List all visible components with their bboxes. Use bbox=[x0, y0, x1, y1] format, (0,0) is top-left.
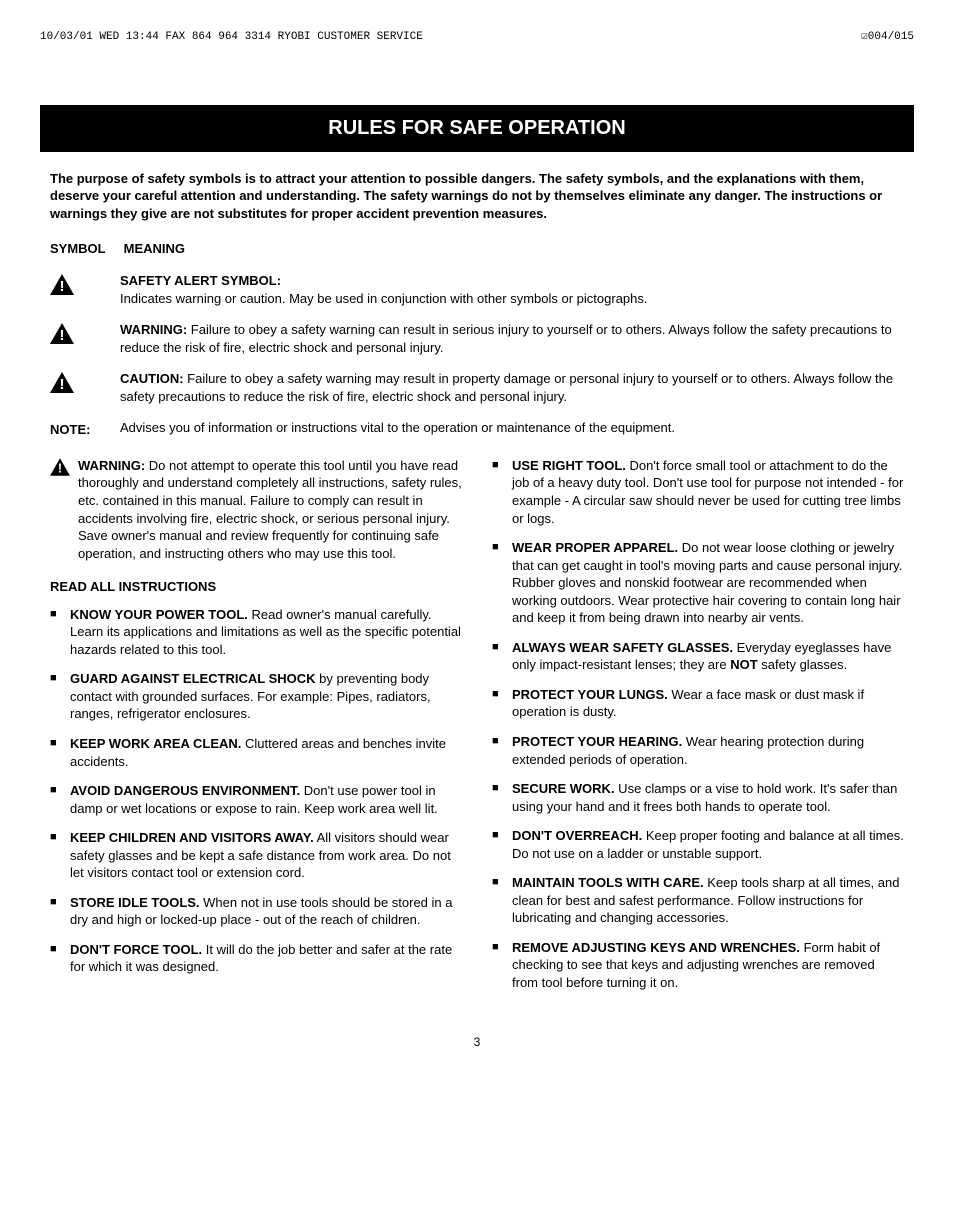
list-item: PROTECT YOUR LUNGS. Wear a face mask or … bbox=[492, 686, 904, 721]
item-title: KEEP WORK AREA CLEAN. bbox=[70, 736, 241, 751]
list-item: DON'T OVERREACH. Keep proper footing and… bbox=[492, 827, 904, 862]
item-title: MAINTAIN TOOLS WITH CARE. bbox=[512, 875, 704, 890]
list-item: MAINTAIN TOOLS WITH CARE. Keep tools sha… bbox=[492, 874, 904, 927]
note-label: NOTE: bbox=[50, 422, 90, 437]
page-number: 3 bbox=[50, 1034, 904, 1050]
list-item: GUARD AGAINST ELECTRICAL SHOCK by preven… bbox=[50, 670, 462, 723]
item-title: GUARD AGAINST ELECTRICAL SHOCK bbox=[70, 671, 316, 686]
symbol-row-note: NOTE: Advises you of information or inst… bbox=[50, 419, 904, 439]
warning-body: Failure to obey a safety warning can res… bbox=[120, 322, 892, 355]
left-bullet-list: KNOW YOUR POWER TOOL. Read owner's manua… bbox=[50, 606, 462, 976]
right-bullet-list: USE RIGHT TOOL. Don't force small tool o… bbox=[492, 457, 904, 992]
item-body: safety glasses. bbox=[758, 657, 848, 672]
item-title: SECURE WORK. bbox=[512, 781, 615, 796]
svg-text:!: ! bbox=[58, 461, 62, 475]
fax-right: ☑004/015 bbox=[861, 30, 914, 45]
warning-triangle-icon: ! bbox=[50, 372, 74, 393]
top-warning-body: Do not attempt to operate this tool unti… bbox=[78, 458, 462, 561]
item-title: REMOVE ADJUSTING KEYS AND WRENCHES. bbox=[512, 940, 800, 955]
item-title: USE RIGHT TOOL. bbox=[512, 458, 626, 473]
list-item: USE RIGHT TOOL. Don't force small tool o… bbox=[492, 457, 904, 527]
warning-triangle-icon: ! bbox=[50, 274, 74, 295]
item-title: DON'T OVERREACH. bbox=[512, 828, 642, 843]
list-item: ALWAYS WEAR SAFETY GLASSES. Everyday eye… bbox=[492, 639, 904, 674]
list-item: KNOW YOUR POWER TOOL. Read owner's manua… bbox=[50, 606, 462, 659]
svg-text:!: ! bbox=[60, 278, 65, 295]
page-title: RULES FOR SAFE OPERATION bbox=[40, 105, 914, 152]
alert-title: SAFETY ALERT SYMBOL: bbox=[120, 272, 904, 290]
item-title: PROTECT YOUR LUNGS. bbox=[512, 687, 668, 702]
right-column: USE RIGHT TOOL. Don't force small tool o… bbox=[492, 457, 904, 1004]
list-item: SECURE WORK. Use clamps or a vise to hol… bbox=[492, 780, 904, 815]
symbol-row-alert: ! SAFETY ALERT SYMBOL: Indicates warning… bbox=[50, 272, 904, 307]
symbol-table-header: SYMBOL MEANING bbox=[50, 240, 904, 258]
warning-triangle-icon: ! bbox=[50, 323, 74, 344]
item-title: AVOID DANGEROUS ENVIRONMENT. bbox=[70, 783, 300, 798]
symbol-row-caution: ! CAUTION: Failure to obey a safety warn… bbox=[50, 370, 904, 405]
item-title: STORE IDLE TOOLS. bbox=[70, 895, 200, 910]
top-warning-label: WARNING: bbox=[78, 458, 145, 473]
item-emphasis: NOT bbox=[730, 657, 757, 672]
warning-label: WARNING: bbox=[120, 322, 187, 337]
list-item: KEEP WORK AREA CLEAN. Cluttered areas an… bbox=[50, 735, 462, 770]
item-title: DON'T FORCE TOOL. bbox=[70, 942, 202, 957]
item-title: KNOW YOUR POWER TOOL. bbox=[70, 607, 248, 622]
caution-body: Failure to obey a safety warning may res… bbox=[120, 371, 893, 404]
caution-label: CAUTION: bbox=[120, 371, 184, 386]
note-body: Advises you of information or instructio… bbox=[120, 420, 675, 435]
read-all-heading: READ ALL INSTRUCTIONS bbox=[50, 578, 462, 596]
item-title: ALWAYS WEAR SAFETY GLASSES. bbox=[512, 640, 733, 655]
alert-body: Indicates warning or caution. May be use… bbox=[120, 290, 904, 308]
list-item: WEAR PROPER APPAREL. Do not wear loose c… bbox=[492, 539, 904, 627]
svg-text:!: ! bbox=[60, 376, 65, 393]
list-item: KEEP CHILDREN AND VISITORS AWAY. All vis… bbox=[50, 829, 462, 882]
item-title: PROTECT YOUR HEARING. bbox=[512, 734, 682, 749]
list-item: STORE IDLE TOOLS. When not in use tools … bbox=[50, 894, 462, 929]
fax-left: 10/03/01 WED 13:44 FAX 864 964 3314 RYOB… bbox=[40, 30, 423, 45]
list-item: DON'T FORCE TOOL. It will do the job bet… bbox=[50, 941, 462, 976]
intro-text: The purpose of safety symbols is to attr… bbox=[50, 170, 904, 223]
fax-header: 10/03/01 WED 13:44 FAX 864 964 3314 RYOB… bbox=[40, 30, 914, 45]
symbol-row-warning: ! WARNING: Failure to obey a safety warn… bbox=[50, 321, 904, 356]
list-item: AVOID DANGEROUS ENVIRONMENT. Don't use p… bbox=[50, 782, 462, 817]
header-symbol: SYMBOL bbox=[50, 240, 120, 258]
svg-text:!: ! bbox=[60, 327, 65, 344]
item-title: KEEP CHILDREN AND VISITORS AWAY. bbox=[70, 830, 314, 845]
warning-triangle-icon: ! bbox=[50, 458, 70, 476]
left-column: ! WARNING: Do not attempt to operate thi… bbox=[50, 457, 462, 1004]
top-warning-block: ! WARNING: Do not attempt to operate thi… bbox=[50, 457, 462, 562]
header-meaning: MEANING bbox=[124, 241, 185, 256]
list-item: REMOVE ADJUSTING KEYS AND WRENCHES. Form… bbox=[492, 939, 904, 992]
item-title: WEAR PROPER APPAREL. bbox=[512, 540, 678, 555]
list-item: PROTECT YOUR HEARING. Wear hearing prote… bbox=[492, 733, 904, 768]
